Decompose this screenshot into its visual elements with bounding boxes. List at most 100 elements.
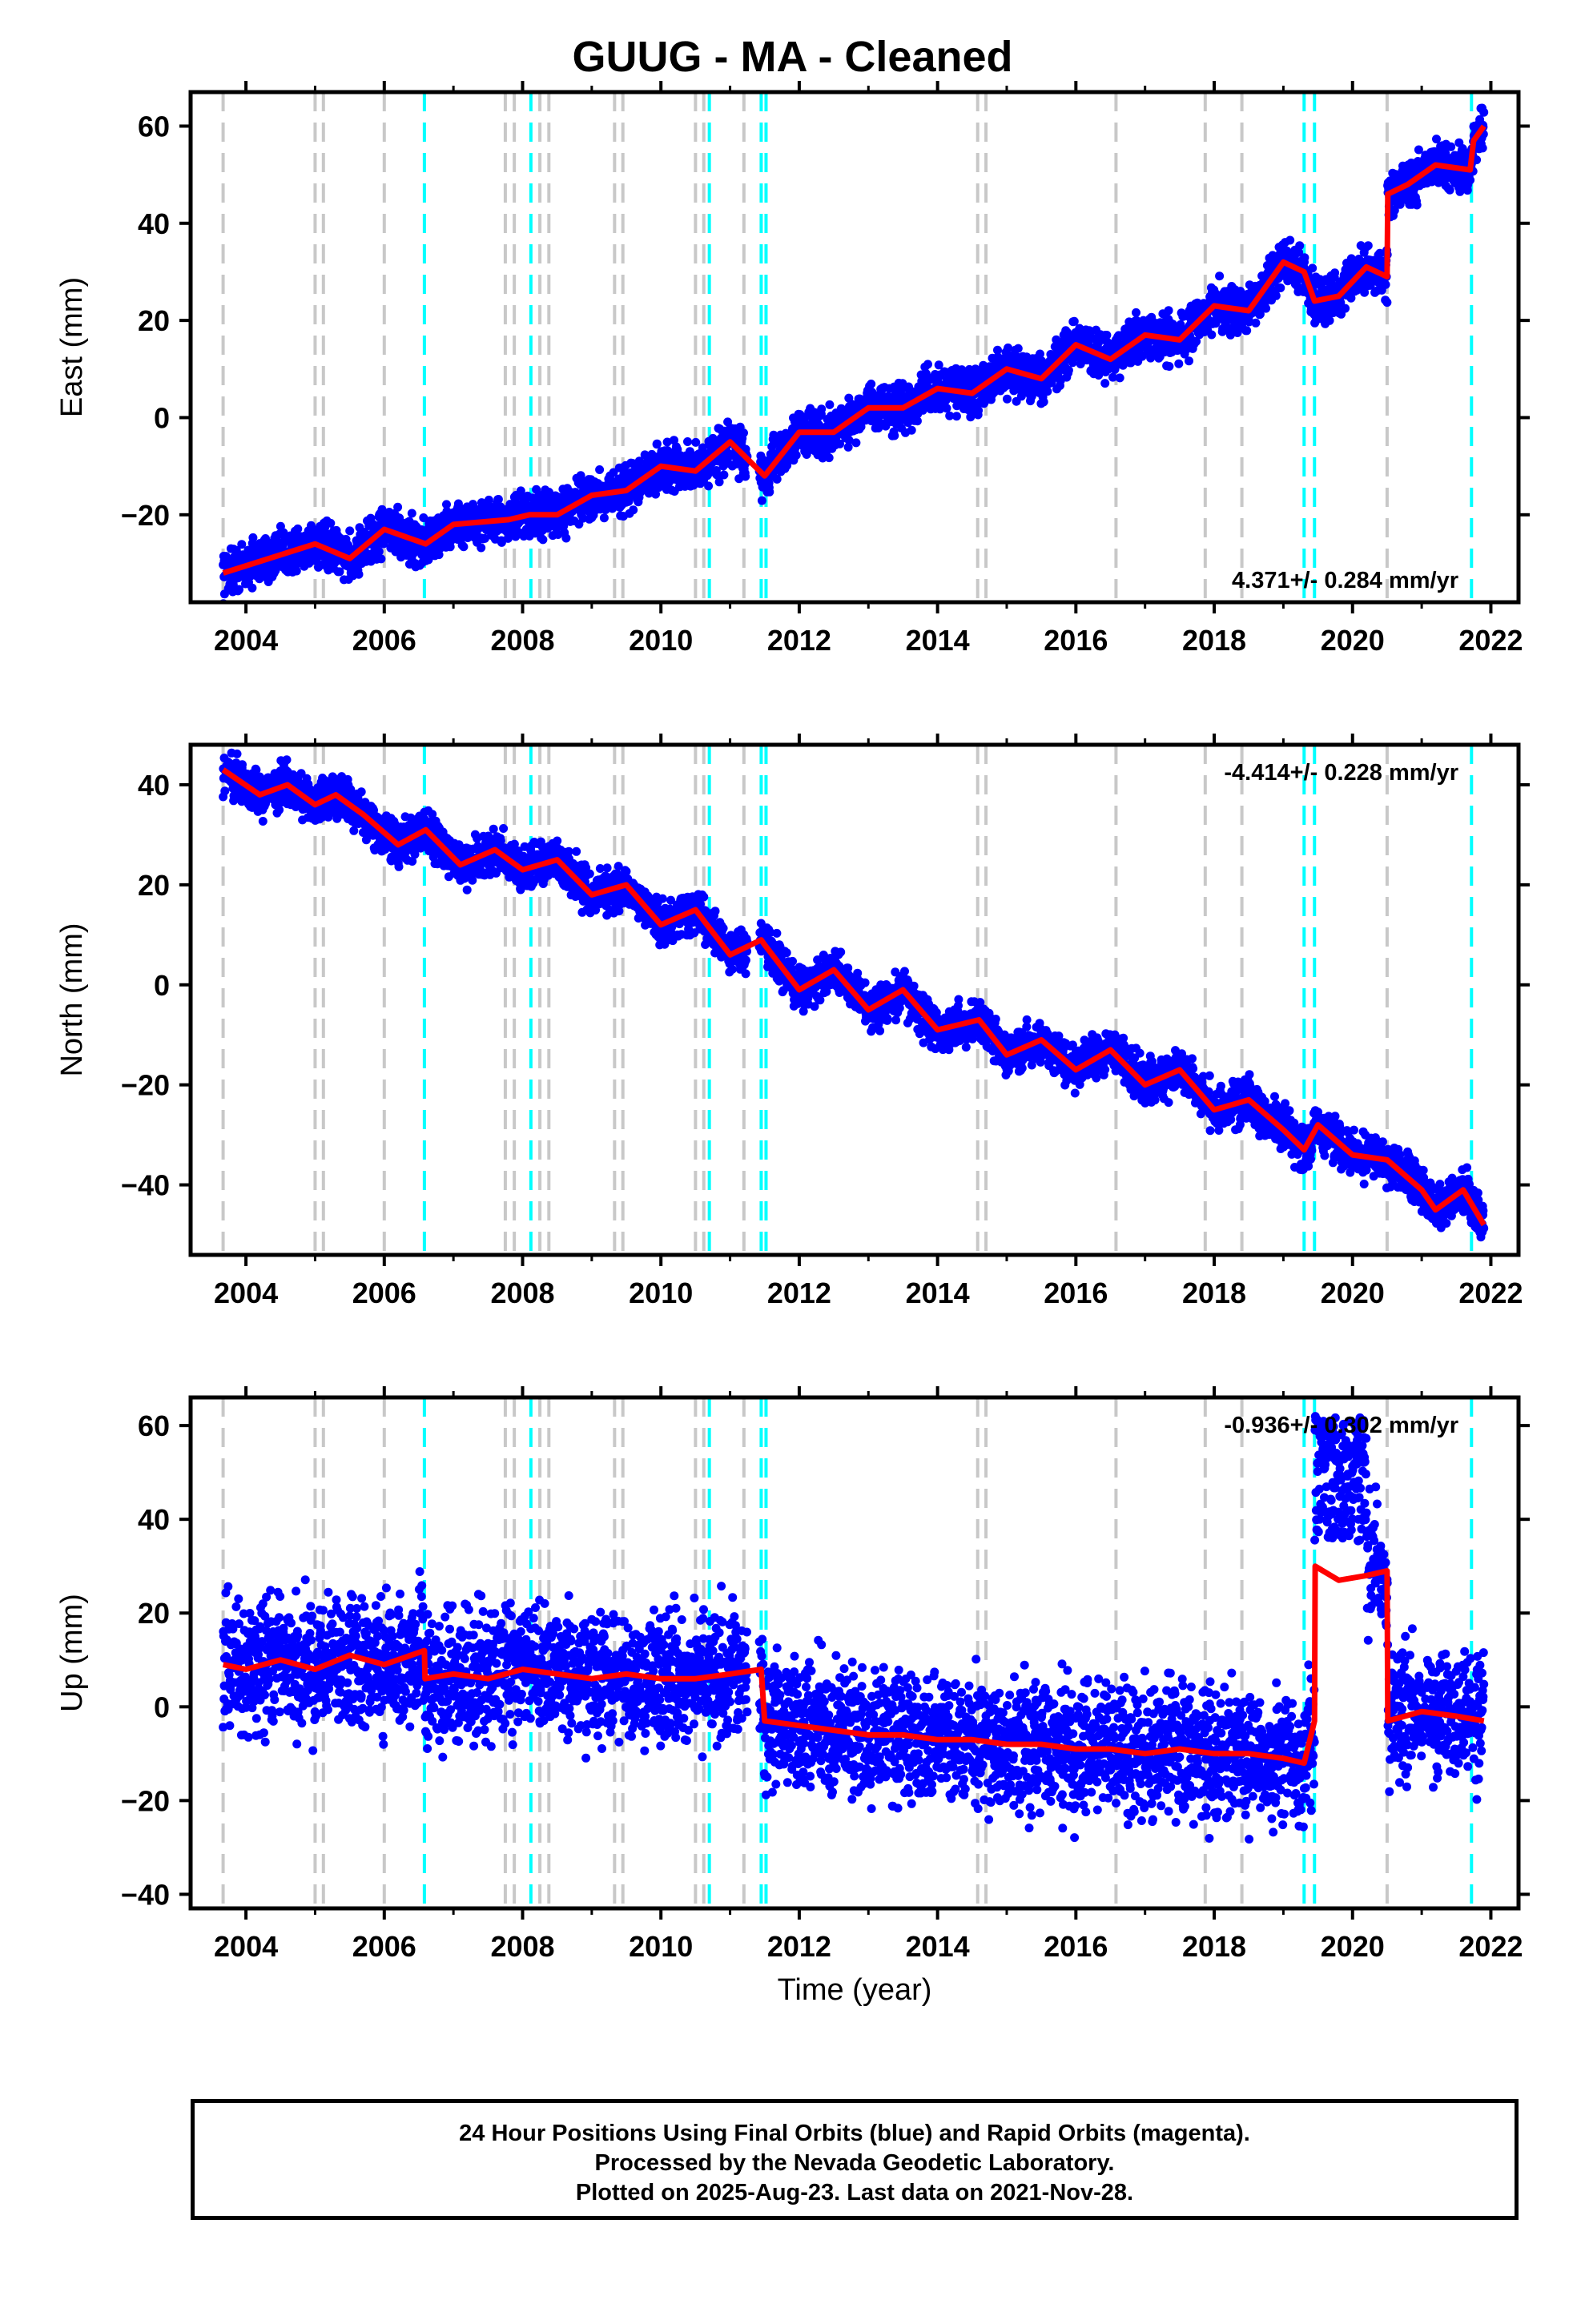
data-point [791, 450, 801, 460]
data-point [1027, 392, 1036, 401]
data-point [232, 749, 242, 758]
data-point [1132, 308, 1140, 317]
data-point [1069, 316, 1079, 326]
data-point [1381, 279, 1390, 289]
data-point [377, 505, 387, 514]
data-point [719, 470, 729, 480]
data-point [1236, 287, 1245, 296]
data-point [713, 470, 722, 480]
data-point [496, 502, 505, 512]
data-point [326, 518, 336, 528]
data-point [477, 543, 486, 553]
data-point [279, 528, 288, 537]
data-point [576, 471, 585, 480]
x-tick-label: 2008 [490, 624, 554, 657]
data-point [934, 360, 943, 370]
x-tick-label: 2016 [1044, 624, 1108, 657]
data-point [1126, 358, 1136, 368]
data-point [757, 496, 766, 505]
data-points [219, 103, 1489, 602]
data-point [1432, 135, 1441, 144]
y-axis-title: East (mm) [55, 277, 89, 417]
data-point [662, 437, 672, 447]
data-point [354, 569, 364, 579]
data-point [1115, 373, 1124, 383]
data-point [772, 474, 782, 484]
data-point [247, 583, 257, 593]
data-point [1100, 379, 1110, 388]
data-point [945, 411, 955, 420]
y-tick-label: −20 [121, 499, 170, 532]
data-point [1192, 336, 1201, 346]
x-tick-label: 2018 [1182, 624, 1246, 657]
data-point [1300, 253, 1309, 263]
data-point [1016, 392, 1026, 401]
data-point [835, 439, 845, 448]
data-point [1390, 206, 1399, 215]
y-tick-label: 60 [138, 110, 170, 143]
data-point [923, 360, 932, 369]
y-tick-label: 40 [138, 207, 170, 240]
data-point [595, 465, 605, 474]
data-point [238, 760, 247, 770]
data-point [1102, 331, 1112, 340]
data-point [741, 472, 750, 481]
data-point [1360, 287, 1370, 297]
data-point [459, 542, 469, 552]
data-point [393, 502, 403, 512]
data-point [1276, 283, 1285, 292]
data-point [1215, 271, 1225, 281]
data-point [1479, 107, 1489, 117]
data-point [1261, 304, 1271, 313]
data-point [714, 477, 724, 487]
data-point [345, 526, 355, 536]
x-tick-label: 2020 [1321, 624, 1385, 657]
data-point [394, 862, 404, 871]
data-point [356, 787, 366, 797]
data-point [374, 547, 384, 557]
data-point [817, 404, 827, 414]
data-point [1185, 356, 1193, 366]
data-point [497, 537, 506, 547]
data-point [907, 425, 916, 435]
data-point [1412, 200, 1422, 210]
data-point [1118, 360, 1128, 370]
data-point [480, 533, 489, 543]
data-point [493, 495, 503, 504]
data-point [824, 453, 834, 463]
data-point [651, 489, 661, 499]
data-point [1164, 306, 1173, 316]
data-point [317, 812, 327, 822]
data-point [867, 380, 876, 388]
data-point [561, 533, 571, 543]
x-tick-label: 2004 [214, 624, 278, 657]
data-point [890, 431, 899, 440]
data-point [951, 412, 961, 421]
data-point [652, 439, 662, 448]
data-point [248, 533, 258, 542]
data-point [293, 524, 303, 533]
data-point [1242, 326, 1252, 336]
data-point [1039, 397, 1048, 407]
data-point [237, 540, 247, 549]
data-point [258, 817, 268, 826]
model-fit-line [222, 124, 1486, 576]
data-point [434, 550, 444, 560]
data-point [1414, 145, 1423, 155]
data-point [704, 481, 714, 491]
data-point [1341, 304, 1350, 313]
data-point [292, 566, 301, 576]
data-point [1330, 268, 1340, 278]
velocity-label: 4.371+/- 0.284 mm/yr [1232, 568, 1458, 593]
data-point [1174, 359, 1184, 368]
data-point [1207, 330, 1217, 340]
data-point [1003, 394, 1012, 404]
data-point [511, 532, 521, 541]
data-point [739, 428, 748, 438]
east-panel: 2004 2006 2008 2010 2012 2014 2016 2018 2020 2022… [55, 81, 1530, 657]
data-point [1285, 235, 1295, 245]
data-point [765, 487, 774, 497]
data-point [629, 505, 638, 515]
data-point [275, 805, 284, 814]
data-point [282, 755, 292, 765]
